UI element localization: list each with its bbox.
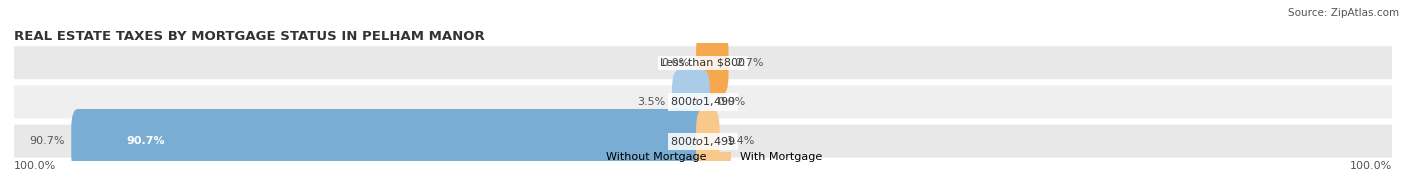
FancyBboxPatch shape xyxy=(14,125,1392,158)
Legend: Without Mortgage, With Mortgage: Without Mortgage, With Mortgage xyxy=(583,152,823,162)
Text: 2.7%: 2.7% xyxy=(735,58,763,68)
Text: 1.4%: 1.4% xyxy=(727,136,755,146)
FancyBboxPatch shape xyxy=(696,109,720,173)
FancyBboxPatch shape xyxy=(14,46,1392,79)
Text: 100.0%: 100.0% xyxy=(1350,161,1392,171)
Text: $800 to $1,499: $800 to $1,499 xyxy=(671,135,735,148)
Text: 0.0%: 0.0% xyxy=(661,58,689,68)
Text: Less than $800: Less than $800 xyxy=(661,58,745,68)
Text: $800 to $1,499: $800 to $1,499 xyxy=(671,95,735,108)
FancyBboxPatch shape xyxy=(14,85,1392,118)
Text: REAL ESTATE TAXES BY MORTGAGE STATUS IN PELHAM MANOR: REAL ESTATE TAXES BY MORTGAGE STATUS IN … xyxy=(14,30,485,43)
Text: 90.7%: 90.7% xyxy=(127,136,165,146)
Text: 90.7%: 90.7% xyxy=(30,136,65,146)
Text: 0.0%: 0.0% xyxy=(717,97,745,107)
FancyBboxPatch shape xyxy=(672,70,710,134)
Text: 100.0%: 100.0% xyxy=(14,161,56,171)
FancyBboxPatch shape xyxy=(696,31,728,95)
FancyBboxPatch shape xyxy=(72,109,710,173)
Text: 3.5%: 3.5% xyxy=(637,97,665,107)
Text: Source: ZipAtlas.com: Source: ZipAtlas.com xyxy=(1288,8,1399,18)
